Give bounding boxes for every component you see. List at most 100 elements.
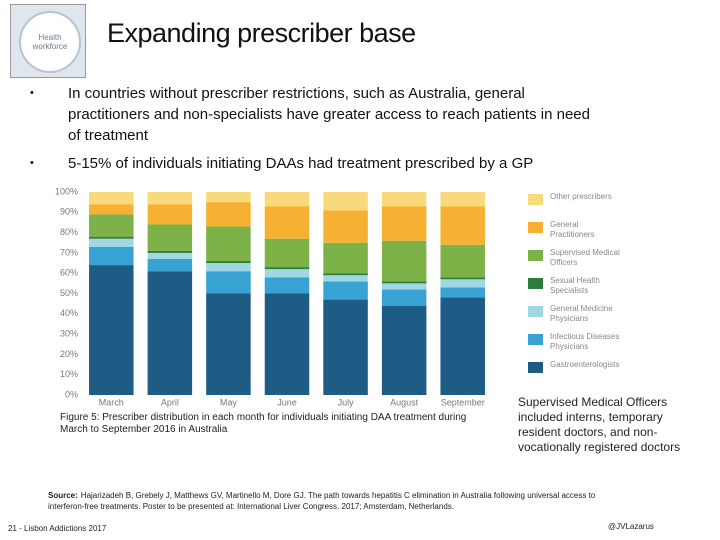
legend-item: Supervised Medical Officers xyxy=(528,248,638,276)
legend-item: Gastroenterologists xyxy=(528,360,638,388)
y-tick-label: 10% xyxy=(60,369,78,379)
bar-segment xyxy=(440,297,485,395)
bar-segment xyxy=(206,271,251,294)
bar-segment xyxy=(206,192,251,203)
bar-segment xyxy=(264,192,310,207)
bar-segment xyxy=(264,206,310,239)
bar-segment xyxy=(206,226,251,262)
y-tick-label: 90% xyxy=(60,207,78,217)
x-tick-label: March xyxy=(99,397,124,407)
x-tick-label: May xyxy=(220,397,238,407)
legend-item: Sexual Health Specialists xyxy=(528,276,638,304)
legend-swatch xyxy=(528,250,543,261)
bar-segment xyxy=(381,283,427,290)
legend-swatch xyxy=(528,222,543,233)
legend-swatch xyxy=(528,334,543,345)
bar-segment xyxy=(323,192,368,211)
footer-right: @JVLazarus xyxy=(608,522,654,531)
bar-segment xyxy=(147,250,193,253)
legend-item: Other prescribers xyxy=(528,192,638,220)
bullet-text: In countries without prescriber restrict… xyxy=(68,85,590,144)
bar-segment xyxy=(323,275,368,282)
x-tick-label: April xyxy=(161,397,179,407)
logo: Health workforce xyxy=(10,4,86,78)
bar-segment xyxy=(264,277,310,294)
bar-segment xyxy=(89,204,134,215)
legend-label: Sexual Health Specialists xyxy=(550,276,600,295)
x-tick-label: September xyxy=(441,397,485,407)
bar-segment xyxy=(206,261,251,264)
legend-swatch xyxy=(528,278,543,289)
bar-segment xyxy=(381,289,427,306)
bar-segment xyxy=(440,279,485,288)
y-tick-label: 0% xyxy=(65,389,78,399)
bar-segment xyxy=(323,242,368,274)
bar-segment xyxy=(89,192,134,205)
legend: Other prescribers General Practitioners Su… xyxy=(528,192,638,388)
bar-segment xyxy=(147,224,193,251)
legend-label: General Practitioners xyxy=(550,220,595,239)
y-tick-label: 30% xyxy=(60,328,78,338)
x-tick-label: August xyxy=(390,397,419,407)
logo-text: Health workforce xyxy=(19,11,81,73)
source-text: Hajarizadeh B, Grebely J, Matthews GV, M… xyxy=(48,491,596,511)
note: Supervised Medical Officers included int… xyxy=(518,395,681,454)
bar-segment xyxy=(89,238,134,247)
x-tick-label: July xyxy=(338,397,355,407)
legend-item: General Medicine Physicians xyxy=(528,304,638,332)
caption: Figure 5: Prescriber distribution in eac… xyxy=(60,412,467,435)
bar-segment xyxy=(440,244,485,278)
legend-item: General Practitioners xyxy=(528,220,638,248)
y-tick-label: 50% xyxy=(60,288,78,298)
legend-label: Infectious Diseases Physicians xyxy=(550,332,620,351)
y-tick-label: 40% xyxy=(60,308,78,318)
bar-segment xyxy=(381,240,427,282)
bullet: • In countries without prescriber restric… xyxy=(30,85,590,144)
bar-segment xyxy=(147,204,193,225)
legend-item: Infectious Diseases Physicians xyxy=(528,332,638,360)
legend-swatch xyxy=(528,306,543,317)
bar-segment xyxy=(206,263,251,272)
bar-segment xyxy=(381,281,427,284)
bar-segment xyxy=(440,192,485,207)
bar-segment xyxy=(440,287,485,298)
x-tick-label: June xyxy=(277,397,297,407)
bullet: • 5-15% of individuals initiating DAAs ha… xyxy=(30,153,590,174)
legend-label: Supervised Medical Officers xyxy=(550,248,620,267)
bullet-text: 5-15% of individuals initiating DAAs had… xyxy=(68,155,534,172)
bar-segment xyxy=(323,281,368,300)
bar-segment xyxy=(381,206,427,241)
source-label: Source: xyxy=(48,491,78,500)
y-tick-label: 80% xyxy=(60,227,78,237)
footer-left: 21 - Lisbon Addictions 2017 xyxy=(8,524,107,533)
slide-title: Expanding prescriber base xyxy=(107,18,416,48)
legend-label: Gastroenterologists xyxy=(550,360,620,369)
bar-segment xyxy=(323,210,368,243)
source: Source: Hajarizadeh B, Grebely J, Matthew… xyxy=(48,490,608,512)
bar-segment xyxy=(264,238,310,268)
bar-segment xyxy=(147,252,193,259)
y-tick-label: 20% xyxy=(60,349,78,359)
y-tick-label: 100% xyxy=(55,186,78,196)
bar-segment xyxy=(264,269,310,278)
bar-segment xyxy=(147,192,193,205)
bar-segment xyxy=(264,267,310,270)
bar-segment xyxy=(323,273,368,276)
bar-segment xyxy=(206,202,251,227)
bar-segment xyxy=(206,293,251,395)
legend-swatch xyxy=(528,194,543,205)
bar-segment xyxy=(89,236,134,239)
bar-segment xyxy=(89,246,134,266)
bar-segment xyxy=(381,305,427,395)
y-tick-label: 60% xyxy=(60,268,78,278)
bar-segment xyxy=(323,299,368,395)
bar-segment xyxy=(381,192,427,207)
y-tick-label: 70% xyxy=(60,247,78,257)
legend-label: Other prescribers xyxy=(550,192,612,201)
bar-segment xyxy=(440,206,485,245)
bar-segment xyxy=(89,214,134,237)
legend-swatch xyxy=(528,362,543,373)
bar-segment xyxy=(147,271,193,395)
